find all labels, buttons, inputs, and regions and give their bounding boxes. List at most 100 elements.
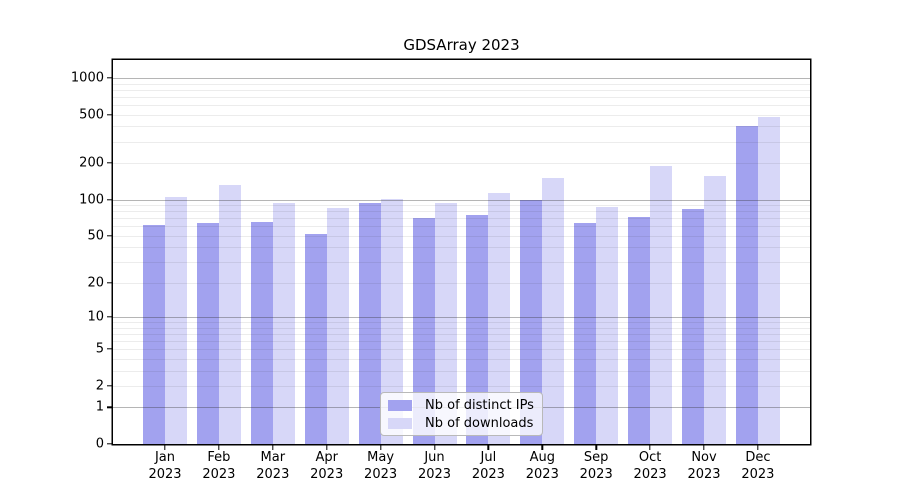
bar-distinct-ips-nov <box>682 208 704 444</box>
y-gridline-minor <box>113 322 810 324</box>
y-gridline-minor <box>113 333 810 335</box>
y-gridline-minor <box>113 89 810 91</box>
bar-distinct-ips-sep <box>574 222 597 444</box>
y-tick-mark <box>107 235 112 237</box>
x-tick-mark <box>595 445 597 450</box>
legend-label-distinct-ips: Nb of distinct IPs <box>425 397 534 413</box>
y-tick-mark <box>107 406 112 408</box>
bar-downloads-apr <box>326 208 349 444</box>
x-tick-label: Feb 2023 <box>202 450 236 482</box>
bar-distinct-ips-apr <box>304 233 327 444</box>
bar-distinct-ips-jan <box>143 224 165 444</box>
y-tick-label: 50 <box>87 228 104 244</box>
y-tick-label: 1000 <box>70 70 104 86</box>
legend: Nb of distinct IPs Nb of downloads <box>380 392 543 436</box>
bar-downloads-mar <box>272 203 295 444</box>
x-tick-label: Oct 2023 <box>633 450 667 482</box>
bar-distinct-ips-aug <box>520 199 543 444</box>
y-gridline-major <box>113 316 810 318</box>
y-gridline-minor <box>113 262 810 264</box>
bar-distinct-ips-may <box>358 202 381 444</box>
y-gridline-minor <box>113 327 810 329</box>
y-tick-label: 20 <box>87 275 104 291</box>
y-tick-label: 200 <box>79 155 104 171</box>
x-tick-label: May 2023 <box>364 450 398 482</box>
bar-distinct-ips-mar <box>250 222 273 444</box>
y-gridline-minor <box>113 385 810 387</box>
y-tick-label: 500 <box>79 107 104 123</box>
y-gridline-minor <box>113 218 810 220</box>
y-gridline-minor <box>113 96 810 98</box>
y-gridline-minor <box>113 226 810 228</box>
y-gridline-minor <box>113 83 810 85</box>
x-tick-label: Jan 2023 <box>148 450 182 482</box>
y-tick-mark <box>107 113 112 116</box>
x-tick-mark <box>487 445 490 450</box>
bar-downloads-jun <box>434 203 457 444</box>
bar-downloads-aug <box>542 177 565 444</box>
bar-distinct-ips-oct <box>628 217 651 444</box>
x-tick-label: Aug 2023 <box>525 450 559 482</box>
x-tick-label: Jul 2023 <box>471 450 505 482</box>
bar-downloads-nov <box>704 175 726 444</box>
y-gridline-minor <box>113 105 810 107</box>
y-tick-mark <box>107 162 112 164</box>
bar-distinct-ips-dec <box>735 126 758 444</box>
x-tick-label: Nov 2023 <box>687 450 721 482</box>
y-gridline-major <box>113 199 810 201</box>
x-tick-mark <box>272 445 274 450</box>
y-gridline-minor <box>113 163 810 165</box>
y-gridline-minor <box>113 235 810 237</box>
y-gridline-major <box>113 78 810 79</box>
bar-downloads-may <box>380 199 403 444</box>
x-tick-mark <box>757 445 759 450</box>
y-gridline-minor <box>113 349 810 351</box>
legend-swatch-distinct-ips <box>388 399 412 411</box>
x-tick-mark <box>703 445 705 450</box>
bar-distinct-ips-feb <box>196 222 219 444</box>
y-gridline-minor <box>113 114 810 116</box>
y-tick-label: 2 <box>95 378 104 394</box>
x-tick-label: Sep 2023 <box>579 450 613 482</box>
y-tick-mark <box>107 77 112 79</box>
y-gridline-minor <box>113 211 810 213</box>
y-tick-mark <box>107 348 112 350</box>
y-gridline-minor <box>113 126 810 128</box>
bar-downloads-jan <box>165 196 187 444</box>
y-gridline-minor <box>113 358 810 360</box>
x-tick-mark <box>379 445 382 450</box>
y-gridline-minor <box>113 282 810 284</box>
y-gridline-minor <box>113 370 810 372</box>
bar-downloads-feb <box>218 185 241 444</box>
x-tick-mark <box>649 445 651 450</box>
bar-distinct-ips-jul <box>466 214 489 444</box>
x-tick-mark <box>325 445 328 450</box>
x-tick-mark <box>433 445 436 450</box>
y-gridline-minor <box>113 247 810 249</box>
legend-label-downloads: Nb of downloads <box>425 415 534 431</box>
chart-title: GDSArray 2023 <box>403 36 520 54</box>
x-tick-label: Mar 2023 <box>256 450 290 482</box>
x-tick-mark <box>218 445 220 450</box>
x-tick-label: Dec 2023 <box>741 450 775 482</box>
bar-downloads-oct <box>650 166 673 444</box>
bar-downloads-sep <box>596 206 619 444</box>
y-tick-mark <box>107 385 112 387</box>
legend-row-distinct-ips: Nb of distinct IPs <box>388 397 534 413</box>
plot-area <box>113 60 810 444</box>
y-tick-label: 5 <box>95 341 104 357</box>
y-tick-mark <box>107 443 112 445</box>
y-tick-mark <box>107 282 112 284</box>
x-tick-label: Jun 2023 <box>417 450 452 482</box>
bar-downloads-jul <box>488 192 511 444</box>
y-gridline-minor <box>113 141 810 143</box>
legend-row-downloads: Nb of downloads <box>388 415 534 431</box>
y-tick-mark <box>107 316 112 318</box>
y-gridline-minor <box>113 205 810 207</box>
legend-swatch-downloads <box>388 417 412 429</box>
y-tick-label: 100 <box>79 192 104 207</box>
x-tick-label: Apr 2023 <box>310 450 344 482</box>
bar-distinct-ips-jun <box>412 218 435 444</box>
y-tick-label: 1 <box>95 399 104 415</box>
